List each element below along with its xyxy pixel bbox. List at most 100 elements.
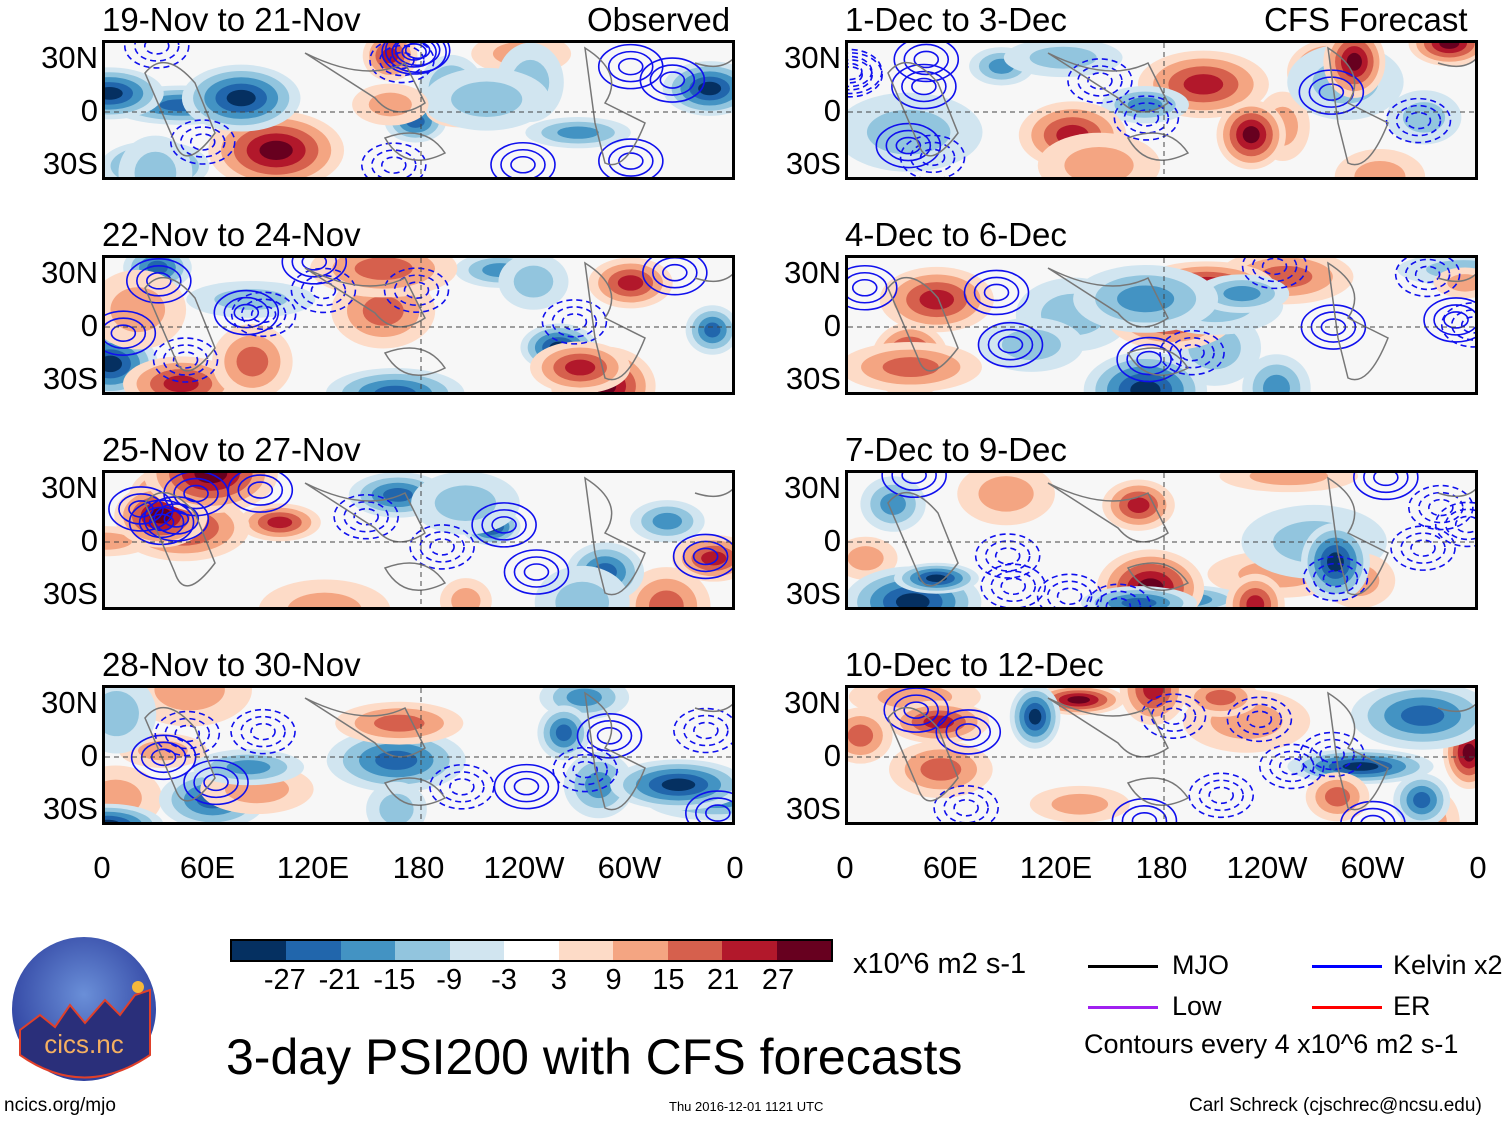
cics-logo: cics.nc (10, 935, 158, 1083)
longitude-label: 60E (922, 850, 979, 885)
colorbar-swatch (340, 941, 396, 960)
latitude-label: 30N (41, 470, 98, 505)
colorbar-tick-label: 27 (761, 964, 795, 996)
longitude-label: 0 (1469, 850, 1487, 885)
latitude-label: 30N (41, 255, 98, 290)
latitude-label: 0 (823, 308, 841, 343)
colorbar-swatch (286, 941, 341, 960)
longitude-label: 0 (836, 850, 854, 885)
latitude-label: 30S (785, 576, 841, 611)
longitude-label: 180 (1135, 850, 1188, 885)
longitude-label: 60W (597, 850, 662, 885)
colorbar-tick-label: -9 (436, 964, 463, 996)
anomaly-field (105, 688, 732, 822)
longitude-label: 120E (1019, 850, 1093, 885)
map-panel (102, 255, 735, 395)
colorbar-tick-label: -27 (263, 964, 306, 996)
colorbar-swatch (395, 941, 450, 960)
map-panel (845, 470, 1478, 610)
latitude-label: 30N (41, 40, 98, 75)
anomaly-field (105, 473, 732, 607)
panel-title: 7-Dec to 9-Dec (845, 431, 1067, 468)
colorbar-tick-label: -3 (491, 964, 517, 996)
longitude-label: 120W (1226, 850, 1308, 885)
latitude-label: 30S (42, 146, 98, 181)
colorbar-swatch (776, 941, 831, 960)
latitude-label: 30N (784, 255, 841, 290)
longitude-label: 60E (179, 850, 236, 885)
latitude-label: 30S (42, 576, 98, 611)
map-panel (102, 40, 735, 180)
latitude-label: 30S (42, 361, 98, 396)
anomaly-field (848, 688, 1475, 822)
anomaly-field (105, 43, 732, 177)
latitude-label: 30S (785, 791, 841, 826)
colorbar-tick-label: 9 (605, 964, 622, 996)
footer-timestamp: Thu 2016-12-01 1121 UTC (669, 1099, 824, 1114)
longitude-label: 120E (276, 850, 350, 885)
colorbar-swatch (504, 941, 559, 960)
legend-er-line (1312, 1006, 1382, 1009)
latitude-label: 0 (80, 523, 98, 558)
colorbar-tick-label: 3 (550, 964, 567, 996)
map-panel (102, 685, 735, 825)
footer-url[interactable]: ncics.org/mjo (4, 1095, 116, 1116)
panel-title: 10-Dec to 12-Dec (845, 646, 1104, 683)
anomaly-field (105, 258, 732, 392)
legend-low-label: Low (1172, 991, 1222, 1021)
contour-note: Contours every 4 x10^6 m2 s-1 (1084, 1029, 1459, 1059)
panel-title: 4-Dec to 6-Dec (845, 216, 1067, 253)
latitude-label: 30N (784, 685, 841, 720)
longitude-label: 0 (726, 850, 744, 885)
observed-label: Observed (587, 1, 731, 38)
latitude-label: 0 (823, 93, 841, 128)
map-panel (845, 40, 1478, 180)
legend-mjo-label: MJO (1172, 950, 1229, 980)
anomaly-field (848, 473, 1475, 607)
longitude-label: 0 (93, 850, 111, 885)
latitude-label: 30N (41, 685, 98, 720)
map-panel (845, 685, 1478, 825)
legend-kelvin-label: Kelvin x2 (1393, 950, 1503, 980)
colorbar-swatch (558, 941, 614, 960)
panel-title: 1-Dec to 3-Dec (845, 1, 1067, 38)
latitude-label: 30N (784, 470, 841, 505)
latitude-label: 0 (80, 93, 98, 128)
longitude-label: 120W (483, 850, 565, 885)
colorbar-swatch (449, 941, 505, 960)
figure-title: 3-day PSI200 with CFS forecasts (226, 1029, 963, 1085)
latitude-label: 30N (784, 40, 841, 75)
footer-author: Carl Schreck (cjschrec@ncsu.edu) (1189, 1095, 1482, 1116)
colorbar-swatch (722, 941, 777, 960)
colorbar-tick-label: -21 (318, 964, 361, 996)
anomaly-field (848, 43, 1475, 177)
colorbar-tick-label: -15 (373, 964, 416, 996)
panel-title: 19-Nov to 21-Nov (102, 1, 361, 38)
legend-kelvin-line (1312, 965, 1382, 968)
legend-low-line (1088, 1006, 1158, 1009)
legend-mjo-line (1088, 965, 1158, 968)
colorbar-swatch (613, 941, 668, 960)
legend-er-label: ER (1393, 991, 1431, 1021)
latitude-label: 30S (785, 361, 841, 396)
latitude-label: 0 (823, 523, 841, 558)
latitude-label: 0 (80, 308, 98, 343)
colorbar-tick-label: 21 (707, 964, 740, 996)
map-panel (845, 255, 1478, 395)
longitude-label: 180 (392, 850, 445, 885)
latitude-label: 30S (785, 146, 841, 181)
anomaly-field (848, 258, 1475, 392)
colorbar (230, 939, 833, 962)
colorbar-swatch (667, 941, 723, 960)
colorbar-units: x10^6 m2 s-1 (853, 948, 1027, 980)
forecast-label: CFS Forecast (1264, 1, 1468, 38)
panel-title: 22-Nov to 24-Nov (102, 216, 361, 253)
panel-title: 28-Nov to 30-Nov (102, 646, 361, 683)
colorbar-swatch (232, 941, 287, 960)
longitude-label: 60W (1340, 850, 1405, 885)
latitude-label: 0 (80, 738, 98, 773)
latitude-label: 0 (823, 738, 841, 773)
colorbar-tick-label: 15 (652, 964, 685, 996)
logo-text: cics.nc (44, 1029, 123, 1059)
panel-title: 25-Nov to 27-Nov (102, 431, 361, 468)
